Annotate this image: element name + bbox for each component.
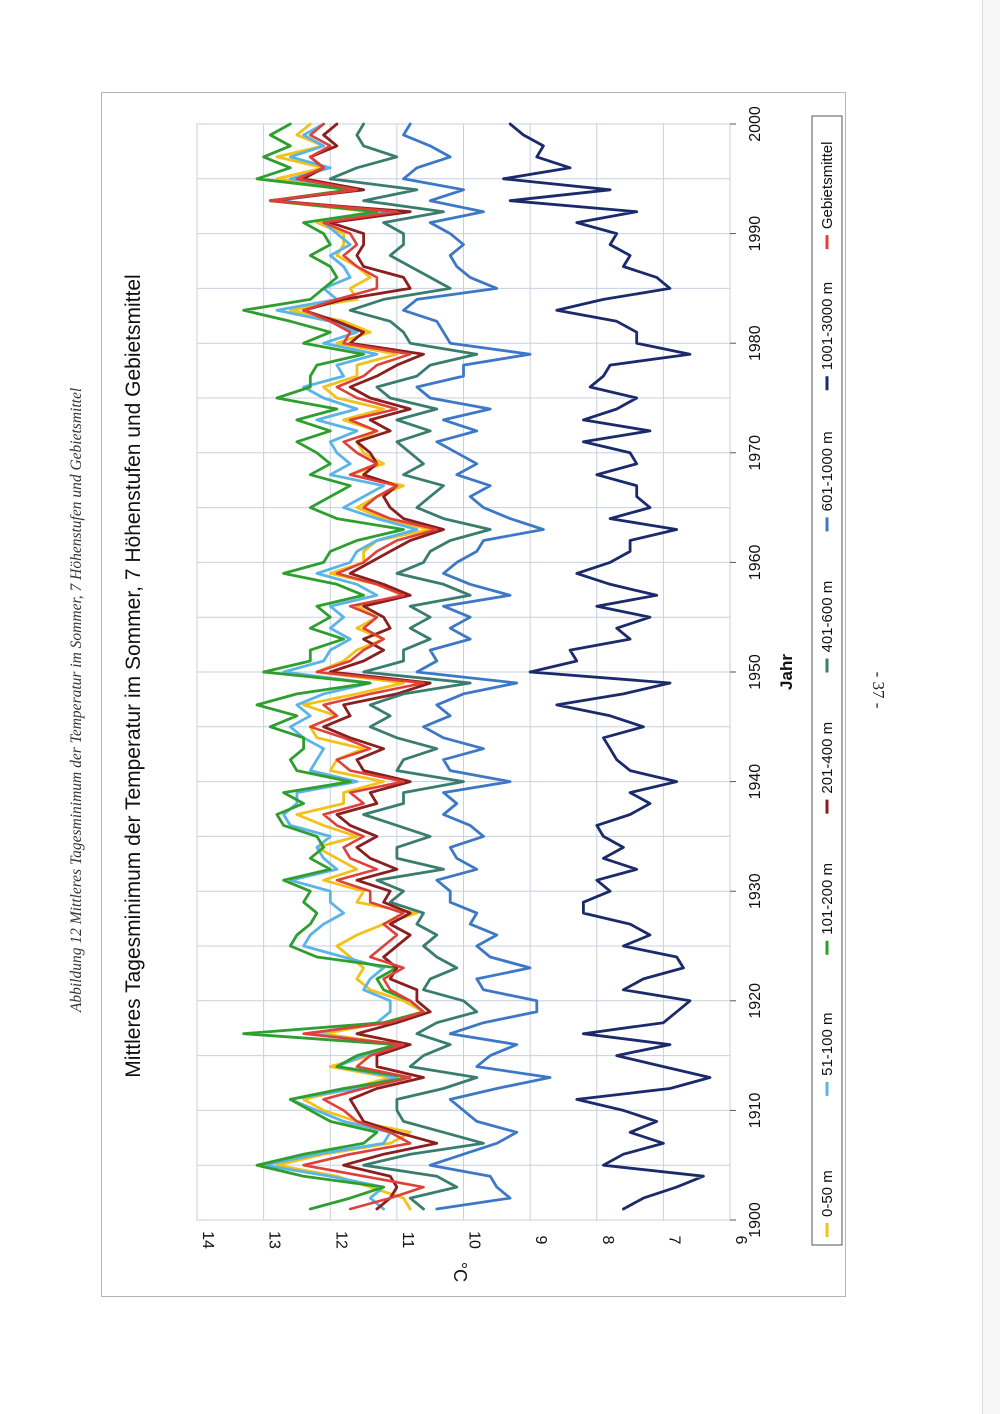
legend-label: 51-100 m (819, 1013, 836, 1076)
series-line-gebietsmittel (268, 122, 439, 1211)
x-tick-label: 1900 (747, 1202, 764, 1238)
x-tick-label: 2000 (747, 106, 764, 142)
y-tick-label: 13 (266, 1231, 283, 1249)
legend-box (811, 115, 843, 1246)
chart-frame (101, 92, 846, 1297)
x-tick-label: 1950 (747, 654, 764, 690)
legend-label: 1001-3000 m (819, 282, 836, 370)
x-tick-label: 1990 (747, 216, 764, 252)
series-line-101-200-m (242, 122, 425, 1211)
y-tick-label: 11 (399, 1232, 416, 1249)
legend-label: Gebietsmittel (819, 142, 836, 230)
y-tick-label: 10 (466, 1231, 483, 1249)
y-tick-label: 9 (532, 1236, 549, 1245)
y-tick-label: 12 (332, 1231, 349, 1249)
x-tick-label: 1930 (747, 873, 764, 909)
x-tick-label: 1960 (747, 545, 764, 581)
legend-label: 401-600 m (819, 581, 836, 653)
series-line-1001-3000-m (502, 122, 712, 1211)
series-line-401-600-m (328, 122, 492, 1211)
y-axis-title: °C (450, 1262, 470, 1282)
series-line-601-1000-m (402, 122, 552, 1211)
x-tick-label: 1920 (747, 983, 764, 1019)
chart-title: Mittleres Tagesminimum der Temperatur im… (122, 274, 145, 1077)
y-tick-label: 6 (732, 1236, 749, 1245)
legend-label: 0-50 m (819, 1170, 836, 1217)
legend-label: 201-400 m (819, 722, 836, 794)
series-line-201-400-m (268, 122, 445, 1211)
y-tick-label: 14 (199, 1231, 216, 1249)
x-tick-label: 1910 (747, 1093, 764, 1129)
x-axis-title: Jahr (777, 654, 796, 690)
legend-label: 601-1000 m (819, 431, 836, 511)
legend-label: 101-200 m (819, 863, 836, 935)
x-tick-label: 1940 (747, 764, 764, 800)
page-number-text: - 37 - (869, 671, 888, 709)
y-tick-label: 8 (599, 1236, 616, 1245)
x-tick-label: 1980 (747, 325, 764, 361)
y-tick-label: 7 (665, 1236, 682, 1245)
x-tick-label: 1970 (747, 435, 764, 471)
